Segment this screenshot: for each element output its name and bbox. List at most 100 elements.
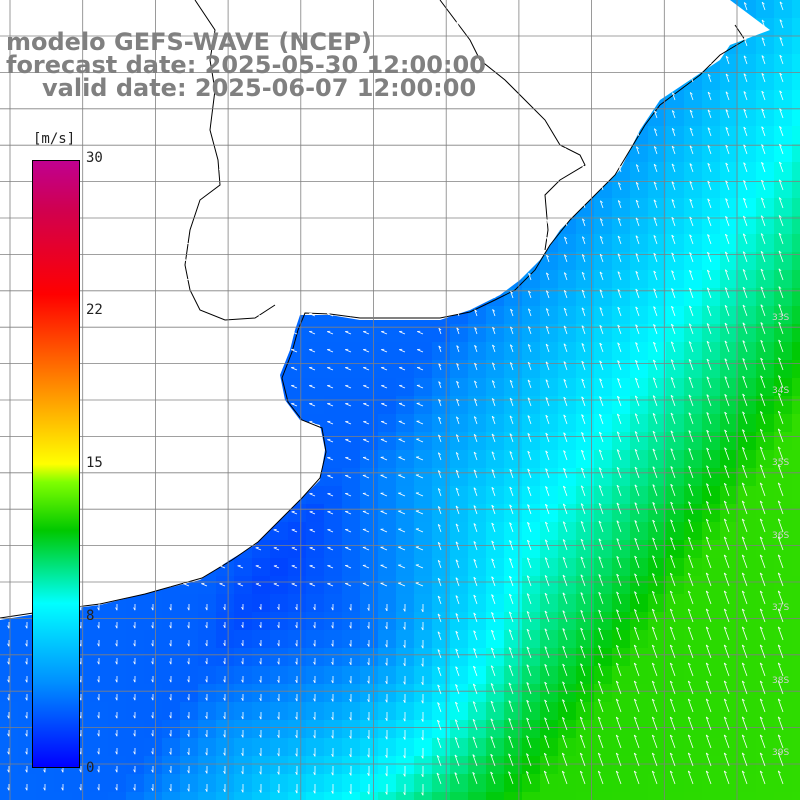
wind-arrow — [474, 57, 478, 65]
wind-arrow — [2, 169, 10, 173]
wind-arrow-head — [564, 218, 568, 222]
wind-arrow — [618, 164, 622, 173]
wind-arrow — [416, 25, 424, 29]
wind-cell — [360, 360, 378, 378]
wind-arrow — [528, 111, 532, 119]
wind-cell — [414, 432, 432, 450]
wind-cell — [378, 576, 396, 594]
wind-cell — [792, 540, 800, 558]
wind-arrow — [272, 151, 280, 155]
wind-arrow-head — [618, 57, 622, 61]
wind-arrow — [654, 3, 658, 11]
wind-cell — [306, 576, 324, 594]
wind-cell — [162, 630, 180, 648]
wind-cell — [108, 666, 126, 684]
wind-cell — [792, 54, 800, 72]
wind-arrow — [74, 61, 82, 65]
wind-arrow — [743, 126, 748, 137]
wind-cell — [378, 432, 396, 450]
wind-cell — [378, 414, 396, 432]
wind-arrow — [672, 56, 676, 65]
wind-arrow-head — [635, 182, 639, 185]
wind-cell — [306, 756, 324, 774]
wind-arrow — [398, 97, 406, 101]
wind-arrow-head — [618, 146, 621, 150]
wind-arrow-head — [438, 93, 442, 97]
wind-arrow — [438, 111, 442, 119]
wind-arrow-head — [600, 93, 604, 97]
wind-arrow-head — [528, 201, 532, 205]
wind-arrow — [654, 57, 658, 65]
wind-arrow — [760, 197, 766, 209]
wind-cell — [306, 738, 324, 756]
wind-arrow — [564, 183, 568, 191]
wind-arrow — [110, 187, 118, 191]
wind-arrow — [56, 7, 64, 11]
wind-arrow-head — [743, 197, 746, 201]
wind-arrow — [528, 57, 532, 65]
wind-arrow — [438, 75, 442, 83]
wind-cell — [378, 738, 396, 756]
wind-arrow — [456, 57, 460, 65]
wind-cell — [234, 702, 252, 720]
wind-cell — [324, 360, 342, 378]
wind-cell — [378, 774, 396, 792]
wind-arrow — [707, 145, 712, 155]
wind-arrow-head — [725, 198, 729, 201]
wind-arrow — [56, 97, 64, 101]
wind-arrow — [290, 115, 298, 119]
wind-arrow-head — [653, 163, 657, 167]
wind-arrow — [689, 163, 694, 173]
wind-arrow-head — [492, 3, 496, 7]
wind-arrow-head — [492, 219, 496, 223]
wind-arrow — [725, 180, 730, 191]
wind-arrow-head — [743, 126, 747, 130]
wind-arrow-head — [492, 201, 496, 205]
wind-cell — [360, 558, 378, 576]
wind-arrow — [689, 199, 694, 209]
wind-arrow — [416, 187, 424, 191]
wind-arrow — [38, 115, 46, 119]
wind-cell — [162, 666, 180, 684]
wind-arrow-head — [761, 90, 765, 94]
wind-arrow — [492, 219, 496, 227]
wind-cell — [396, 522, 414, 540]
wind-arrow-head — [474, 21, 478, 25]
wind-arrow-head — [438, 3, 442, 7]
wind-arrow — [398, 151, 406, 155]
wind-arrow-head — [725, 216, 728, 219]
wind-arrow — [654, 92, 658, 101]
wind-arrow — [218, 151, 226, 155]
wind-arrow — [743, 162, 748, 173]
wind-cell — [414, 684, 432, 702]
wind-arrow — [492, 21, 496, 29]
wind-arrow — [380, 187, 388, 191]
wind-arrow-head — [725, 73, 729, 77]
wind-cell — [18, 756, 36, 774]
wind-arrow — [707, 38, 712, 47]
wind-arrow — [219, 223, 226, 227]
wind-arrow-head — [438, 183, 442, 187]
wind-cell — [396, 576, 414, 594]
wind-arrow-head — [654, 3, 658, 7]
wind-arrow-head — [492, 111, 496, 115]
wind-cell — [252, 558, 270, 576]
wind-cell — [342, 630, 360, 648]
wind-arrow — [708, 2, 712, 11]
wind-cell — [342, 576, 360, 594]
wind-arrow — [92, 25, 100, 29]
wind-arrow — [56, 79, 64, 83]
wind-cell — [792, 450, 800, 468]
wind-cell — [792, 738, 800, 756]
wind-arrow-head — [600, 111, 604, 115]
wind-cell — [198, 792, 216, 800]
wind-arrow — [492, 75, 496, 83]
wind-arrow — [272, 115, 280, 119]
wind-arrow-head — [438, 75, 442, 79]
wind-cell — [792, 126, 800, 144]
wind-arrow — [236, 133, 244, 137]
wind-cell — [360, 378, 378, 396]
wind-arrow — [2, 25, 10, 29]
wind-arrow-head — [653, 199, 657, 203]
wind-arrow — [438, 57, 442, 65]
